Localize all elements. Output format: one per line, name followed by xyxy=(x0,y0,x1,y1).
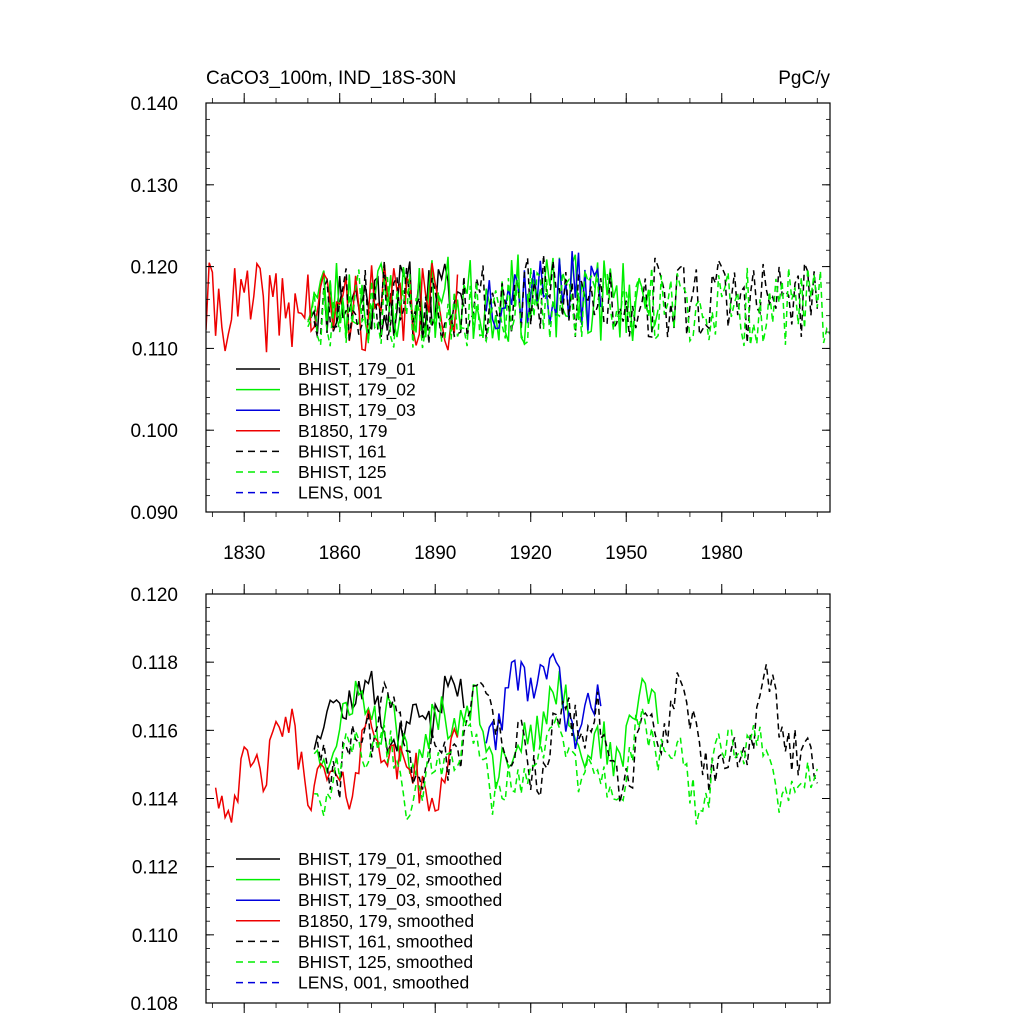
series-group xyxy=(206,251,830,353)
series-line-4 xyxy=(313,254,819,344)
legend-label: BHIST, 161 xyxy=(298,441,387,461)
y-tick-label: 0.090 xyxy=(130,503,178,524)
y-tick-label: 0.118 xyxy=(132,653,178,674)
y-tick-label: 0.108 xyxy=(130,994,178,1015)
legend-label: LENS, 001 xyxy=(298,483,383,503)
x-tick-label: 1980 xyxy=(701,543,743,564)
y-tick-label: 0.120 xyxy=(130,258,178,279)
x-tick-label: 1890 xyxy=(414,543,456,564)
legend-label: BHIST, 179_03, smoothed xyxy=(298,890,502,911)
legend-label: BHIST, 179_01 xyxy=(298,359,416,380)
plot-title: CaCO3_100m, IND_18S-30N xyxy=(206,68,456,89)
series-line-5 xyxy=(314,707,819,825)
top-panel: 0.090 0.100 0.110 0.120 0.130 0.140 1830 1860 18… xyxy=(130,93,831,564)
series-line-5 xyxy=(307,267,830,349)
y-tick-label: 0.110 xyxy=(132,926,178,947)
x-tick-label: 1920 xyxy=(510,543,552,564)
legend-label: BHIST, 125 xyxy=(298,462,387,482)
x-tick-label: 1830 xyxy=(223,543,265,564)
y-tick-label: 0.114 xyxy=(132,790,179,811)
x-tick-label: 1860 xyxy=(319,543,361,564)
series-line-0 xyxy=(313,670,465,755)
y-tick-label: 0.140 xyxy=(130,94,178,115)
plot-units: PgC/y xyxy=(778,68,830,89)
legend-label: BHIST, 125, smoothed xyxy=(298,952,473,972)
series-line-4 xyxy=(316,664,818,803)
legend-label: LENS, 001, smoothed xyxy=(298,973,469,993)
series-line-2 xyxy=(485,652,602,751)
y-tick-label: 0.112 xyxy=(132,858,178,879)
series-line-3 xyxy=(214,708,459,823)
y-tick-label: 0.110 xyxy=(132,339,178,360)
series-line-0 xyxy=(307,261,465,338)
bottom-panel: 0.108 0.110 0.112 0.114 0.116 0.118 0.120 BHIST… xyxy=(130,584,831,1015)
y-tick-label: 0.120 xyxy=(130,585,178,606)
legend-label: BHIST, 179_03 xyxy=(298,400,416,421)
series-line-1 xyxy=(313,670,659,790)
legend-label: B1850, 179 xyxy=(298,421,388,441)
y-tick-label: 0.130 xyxy=(130,176,178,197)
legend-label: BHIST, 161, smoothed xyxy=(298,931,473,951)
legend-label: B1850, 179, smoothed xyxy=(298,911,474,931)
legend-label: BHIST, 179_02, smoothed xyxy=(298,870,502,891)
y-tick-label: 0.100 xyxy=(130,421,178,442)
x-tick-label: 1950 xyxy=(605,543,647,564)
plot-frame xyxy=(205,102,831,513)
y-tick-label: 0.116 xyxy=(132,721,178,742)
series-group xyxy=(214,652,819,825)
legend-label: BHIST, 179_01, smoothed xyxy=(298,849,502,870)
legend-label: BHIST, 179_02 xyxy=(298,380,416,401)
